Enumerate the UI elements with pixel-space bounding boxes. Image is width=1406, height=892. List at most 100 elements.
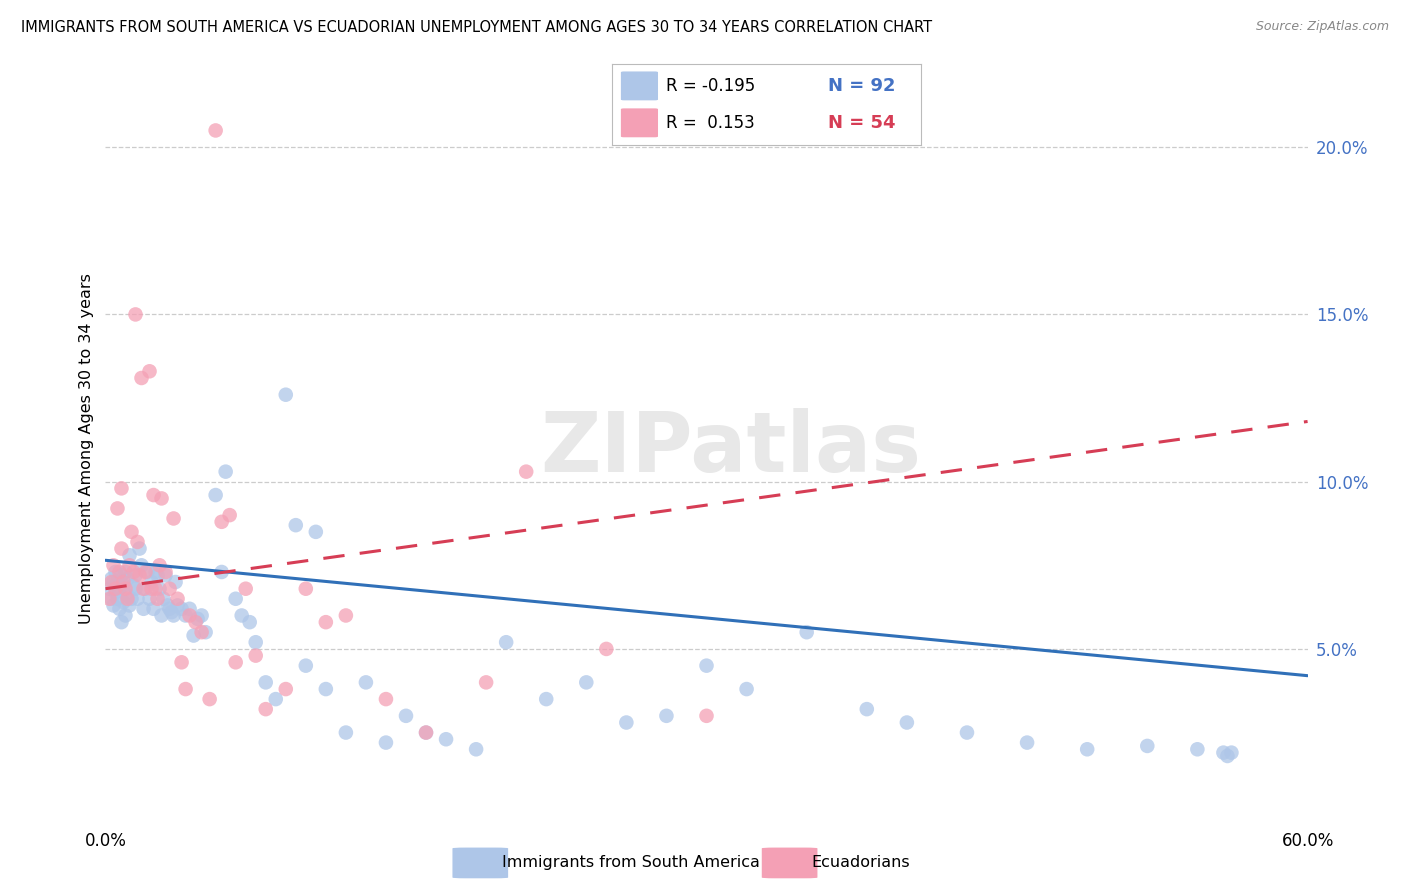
Point [124, 308, 146, 322]
Point [114, 582, 136, 596]
Text: IMMIGRANTS FROM SOUTH AMERICA VS ECUADORIAN UNEMPLOYMENT AMONG AGES 30 TO 34 YEA: IMMIGRANTS FROM SOUTH AMERICA VS ECUADOR… [21, 20, 932, 35]
Point [142, 488, 165, 502]
Point [194, 625, 217, 640]
Text: R =  0.153: R = 0.153 [666, 114, 755, 132]
Point [118, 558, 141, 573]
Point [174, 682, 197, 697]
Text: Immigrants from South America: Immigrants from South America [502, 855, 759, 870]
Point [1136, 739, 1159, 753]
Point [138, 591, 160, 606]
Point [112, 575, 135, 590]
Point [118, 548, 141, 563]
Point [100, 591, 122, 606]
Point [1216, 749, 1239, 764]
Point [211, 565, 233, 579]
Point [112, 578, 135, 592]
Point [146, 591, 169, 606]
Point [183, 629, 205, 643]
Point [1017, 735, 1039, 749]
Point [274, 682, 297, 697]
Point [855, 702, 877, 716]
Point [138, 364, 160, 378]
Point [166, 591, 188, 606]
Point [104, 582, 127, 596]
Point [696, 658, 718, 673]
Point [150, 491, 173, 506]
Point [104, 565, 127, 579]
Point [198, 692, 221, 706]
Point [190, 608, 212, 623]
Point [1212, 746, 1234, 760]
Point [98, 582, 121, 596]
Point [305, 524, 328, 539]
Point [254, 675, 277, 690]
Point [166, 599, 188, 613]
Y-axis label: Unemployment Among Ages 30 to 34 years: Unemployment Among Ages 30 to 34 years [79, 273, 94, 624]
Point [152, 591, 174, 606]
Text: R = -0.195: R = -0.195 [666, 77, 755, 95]
Point [204, 123, 226, 137]
Point [174, 608, 197, 623]
Point [274, 388, 297, 402]
Point [128, 541, 150, 556]
Point [1187, 742, 1209, 756]
Point [103, 558, 125, 573]
Point [235, 582, 257, 596]
Point [110, 541, 132, 556]
Point [103, 575, 125, 590]
Point [100, 572, 122, 586]
Point [475, 675, 498, 690]
Point [156, 599, 179, 613]
Point [179, 602, 201, 616]
Point [104, 585, 127, 599]
Point [108, 565, 131, 579]
Point [136, 565, 159, 579]
Point [335, 608, 357, 623]
Point [117, 589, 139, 603]
Point [110, 568, 132, 582]
Point [124, 582, 146, 596]
Point [187, 612, 209, 626]
Point [415, 725, 437, 739]
Point [264, 692, 287, 706]
Point [796, 625, 818, 640]
Text: N = 92: N = 92 [828, 77, 896, 95]
Point [146, 568, 169, 582]
Point [128, 568, 150, 582]
Point [112, 595, 135, 609]
Point [395, 708, 418, 723]
Point [170, 655, 193, 669]
Point [218, 508, 240, 523]
Text: ZIPatlas: ZIPatlas [540, 408, 921, 489]
Point [231, 608, 253, 623]
Point [415, 725, 437, 739]
Point [159, 582, 181, 596]
Point [131, 558, 153, 573]
Text: N = 54: N = 54 [828, 114, 896, 132]
Point [108, 602, 131, 616]
Point [107, 591, 129, 606]
Point [165, 575, 187, 590]
FancyBboxPatch shape [621, 71, 658, 101]
Point [315, 615, 337, 630]
Point [159, 602, 181, 616]
Point [150, 608, 173, 623]
Point [127, 591, 149, 606]
Point [108, 582, 131, 596]
Text: Source: ZipAtlas.com: Source: ZipAtlas.com [1256, 20, 1389, 33]
Point [315, 682, 337, 697]
Point [575, 675, 598, 690]
Text: Ecuadorians: Ecuadorians [811, 855, 910, 870]
Point [225, 655, 247, 669]
Point [184, 615, 207, 630]
Point [132, 582, 155, 596]
Point [121, 524, 143, 539]
Point [295, 658, 318, 673]
Point [465, 742, 488, 756]
Point [98, 591, 121, 606]
Point [160, 605, 183, 619]
Point [117, 591, 139, 606]
Point [122, 565, 145, 579]
Point [110, 482, 132, 496]
Point [655, 708, 678, 723]
